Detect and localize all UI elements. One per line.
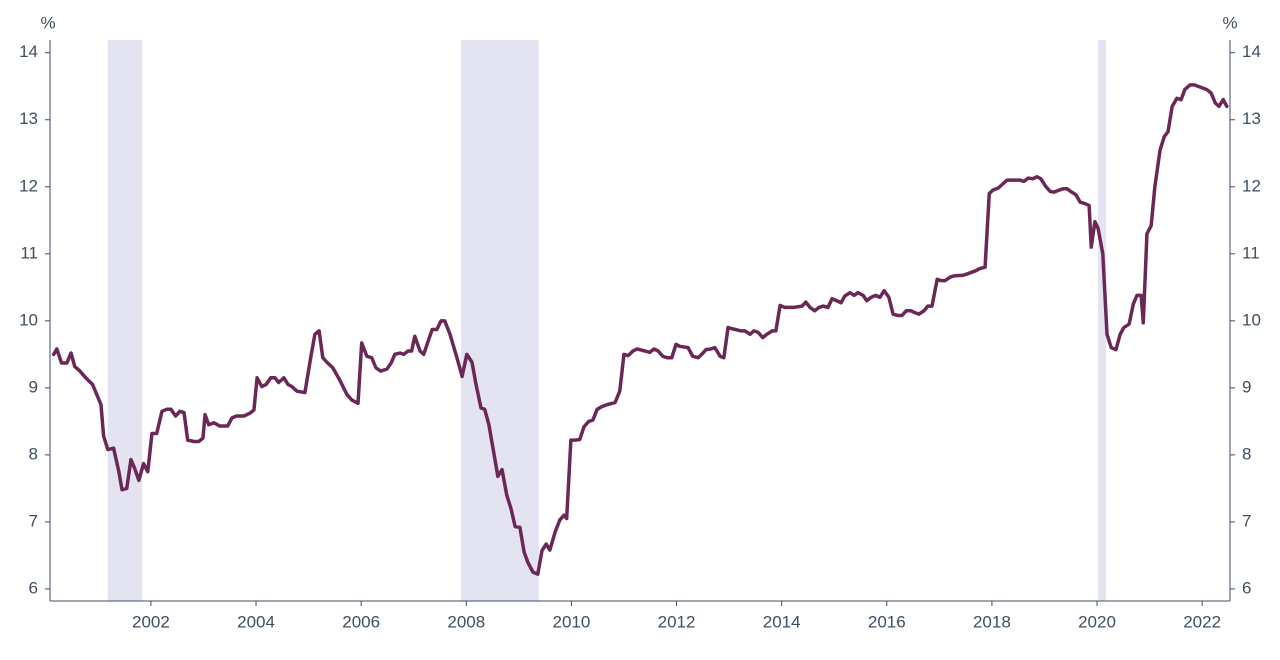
y-tick-label: 13 xyxy=(19,109,38,128)
x-tick-label: 2012 xyxy=(658,612,696,631)
x-tick-label: 2002 xyxy=(132,612,170,631)
x-tick-label: 2020 xyxy=(1078,612,1116,631)
y-tick-label: 14 xyxy=(19,42,38,61)
y-axis-label: % xyxy=(40,13,55,32)
y2-axis-label: % xyxy=(1222,13,1237,32)
y-tick-label: 12 xyxy=(19,176,38,195)
y2-tick-label: 12 xyxy=(1242,176,1261,195)
y2-tick-label: 11 xyxy=(1242,243,1260,262)
x-tick-label: 2018 xyxy=(973,612,1011,631)
y-tick-label: 10 xyxy=(19,310,38,329)
x-tick-label: 2010 xyxy=(552,612,590,631)
x-tick-label: 2004 xyxy=(237,612,275,631)
x-tick-label: 2006 xyxy=(342,612,380,631)
y2-tick-label: 8 xyxy=(1242,444,1251,463)
y-tick-label: 7 xyxy=(29,511,38,530)
x-tick-label: 2014 xyxy=(763,612,801,631)
y2-tick-label: 7 xyxy=(1242,511,1251,530)
y2-tick-label: 14 xyxy=(1242,42,1261,61)
x-tick-label: 2022 xyxy=(1183,612,1221,631)
y-tick-label: 9 xyxy=(29,377,38,396)
y-tick-label: 8 xyxy=(29,444,38,463)
recession-band xyxy=(1098,40,1106,601)
y2-tick-label: 13 xyxy=(1242,109,1261,128)
data-line xyxy=(51,83,1229,576)
y2-tick-label: 10 xyxy=(1242,310,1261,329)
recession-band xyxy=(107,40,142,601)
x-tick-label: 2008 xyxy=(447,612,485,631)
x-tick-label: 2016 xyxy=(868,612,906,631)
y2-tick-label: 6 xyxy=(1242,578,1251,597)
y2-tick-label: 9 xyxy=(1242,377,1251,396)
y-tick-label: 11 xyxy=(20,243,38,262)
y-tick-label: 6 xyxy=(29,578,38,597)
recession-band xyxy=(461,40,539,601)
